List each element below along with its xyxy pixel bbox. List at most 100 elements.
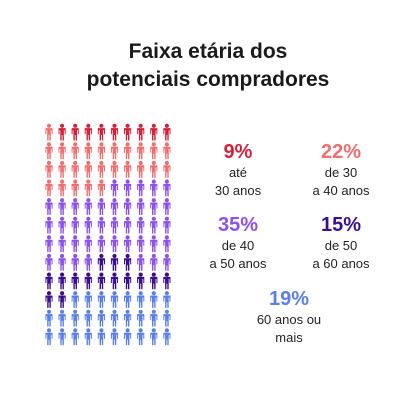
person-icon xyxy=(97,216,105,234)
person-icon xyxy=(45,235,53,253)
stat-under-30-label-line2: 30 anos xyxy=(214,183,262,198)
person-icon xyxy=(97,253,105,271)
person-icon xyxy=(110,253,119,271)
person-icon xyxy=(45,272,53,290)
person-icon xyxy=(58,272,66,290)
person-icon xyxy=(163,179,171,197)
person-icon xyxy=(45,216,53,234)
person-icon xyxy=(150,142,158,160)
person-icon xyxy=(71,216,79,234)
chart-title-line2: potenciais compradores xyxy=(86,68,330,91)
person-icon xyxy=(110,328,119,346)
person-icon xyxy=(45,198,53,215)
chart-title: Faixa etária dos potenciais compradores xyxy=(0,38,416,94)
person-icon xyxy=(150,216,158,234)
person-icon xyxy=(71,142,79,160)
stat-30-40-label-line2: a 40 anos xyxy=(312,183,370,198)
person-icon xyxy=(71,272,79,290)
stat-under-30-label-line1: até xyxy=(228,165,248,180)
stat-30-40: 22% de 30 a 40 anos xyxy=(296,140,386,200)
person-icon xyxy=(163,235,171,253)
person-icon xyxy=(71,123,79,141)
person-icon xyxy=(137,291,145,308)
person-icon xyxy=(163,272,171,290)
person-icon xyxy=(110,142,119,160)
person-icon xyxy=(84,123,92,141)
person-icon xyxy=(124,272,132,290)
person-icon xyxy=(71,160,79,178)
person-icon xyxy=(71,309,79,327)
person-icon xyxy=(137,328,145,346)
stat-over-60-percent: 19% xyxy=(268,288,310,310)
person-icon xyxy=(97,142,105,160)
person-icon xyxy=(110,216,119,234)
person-icon xyxy=(124,235,132,253)
person-icon xyxy=(124,216,132,234)
person-icon xyxy=(163,142,171,160)
stat-40-50: 35% de 40 a 50 anos xyxy=(193,213,283,273)
person-icon xyxy=(163,160,171,178)
person-icon xyxy=(163,328,171,346)
person-icon xyxy=(84,216,92,234)
person-icon xyxy=(71,291,79,308)
person-icon xyxy=(124,309,132,327)
person-icon xyxy=(71,328,79,346)
person-icon xyxy=(150,160,158,178)
person-icon xyxy=(124,328,132,346)
person-icon xyxy=(97,328,105,346)
person-icon xyxy=(71,198,79,215)
person-icon xyxy=(150,291,158,308)
stat-50-60-percent: 15% xyxy=(320,214,362,236)
person-icon xyxy=(124,160,132,178)
person-icon xyxy=(97,123,105,141)
person-icon xyxy=(163,123,171,141)
person-icon xyxy=(84,253,92,271)
person-icon xyxy=(84,328,92,346)
stat-40-50-percent: 35% xyxy=(217,214,259,236)
person-icon xyxy=(163,309,171,327)
person-icon xyxy=(163,291,171,308)
person-icon xyxy=(58,142,66,160)
person-icon xyxy=(163,198,171,215)
person-icon xyxy=(58,179,66,197)
person-icon xyxy=(45,291,53,308)
person-icon xyxy=(71,235,79,253)
person-icon xyxy=(137,235,145,253)
stat-40-50-label-line1: de 40 xyxy=(221,238,255,253)
person-icon xyxy=(110,235,119,253)
person-icon xyxy=(45,123,53,141)
person-icon xyxy=(150,179,158,197)
stat-40-50-label-line2: a 50 anos xyxy=(209,256,267,271)
person-icon xyxy=(110,309,119,327)
person-icon xyxy=(45,179,53,197)
stat-50-60-label-line1: de 50 xyxy=(324,238,358,253)
person-icon xyxy=(137,309,145,327)
stat-under-30-percent: 9% xyxy=(223,141,253,163)
person-icon xyxy=(58,235,66,253)
person-icon xyxy=(97,235,105,253)
stat-over-60-label-line1: 60 anos ou xyxy=(256,312,322,327)
person-icon xyxy=(58,309,66,327)
person-icon xyxy=(150,328,158,346)
person-icon xyxy=(97,160,105,178)
person-icon xyxy=(84,142,92,160)
person-icon xyxy=(71,179,79,197)
person-icon xyxy=(45,142,53,160)
person-icon xyxy=(110,198,119,215)
person-icon xyxy=(58,216,66,234)
stat-30-40-label-line1: de 30 xyxy=(324,165,358,180)
person-icon xyxy=(84,291,92,308)
person-icon xyxy=(84,179,92,197)
person-icon xyxy=(58,328,66,346)
person-icon xyxy=(71,253,79,271)
person-icon xyxy=(45,253,53,271)
person-icon xyxy=(58,253,66,271)
person-icon xyxy=(137,198,145,215)
person-icon xyxy=(150,253,158,271)
chart-title-line1: Faixa etária dos xyxy=(128,40,288,63)
person-icon xyxy=(45,160,53,178)
person-icon xyxy=(150,123,158,141)
stat-under-30: 9% até 30 anos xyxy=(193,140,283,200)
person-icon xyxy=(124,253,132,271)
stat-50-60-label-line2: a 60 anos xyxy=(312,256,370,271)
